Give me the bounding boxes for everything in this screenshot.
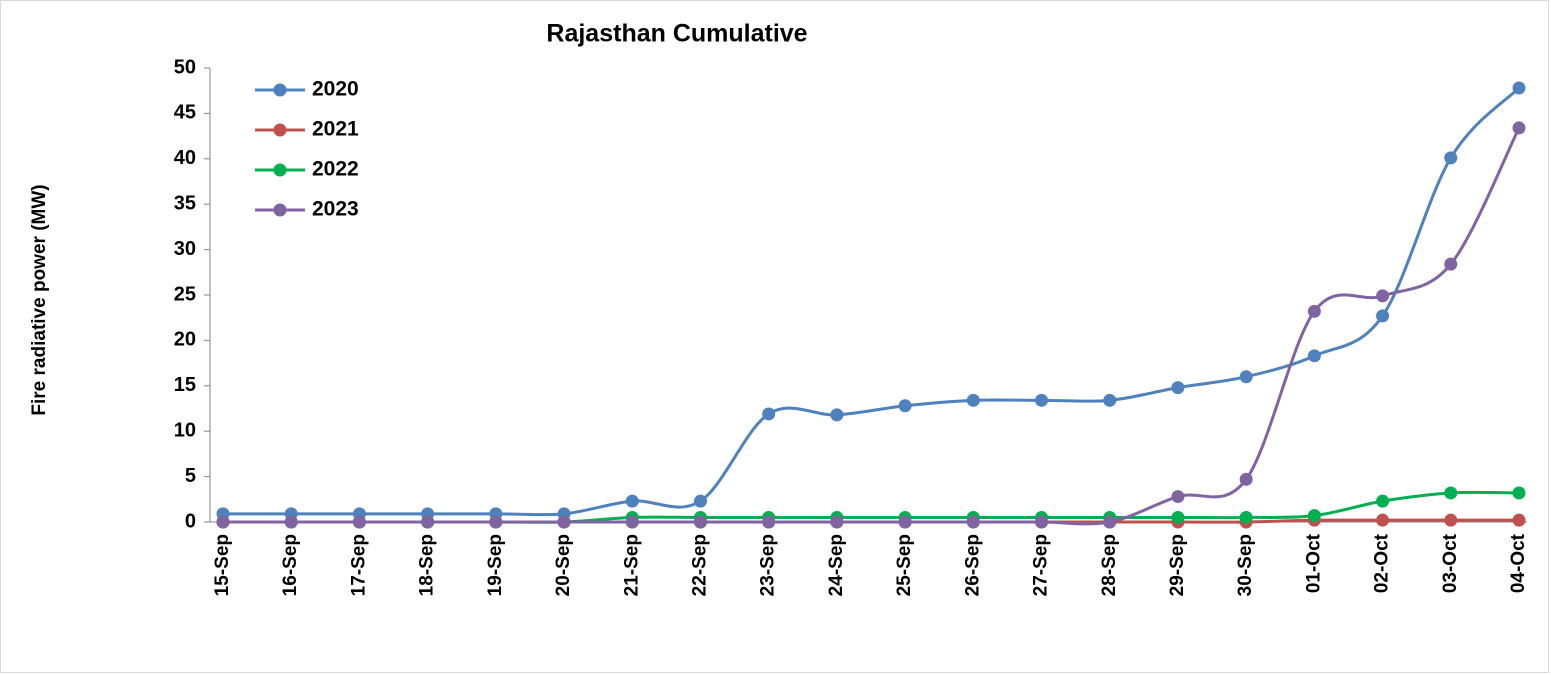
data-point (1171, 510, 1185, 524)
y-tick-label: 10 (174, 419, 196, 441)
data-point (1376, 289, 1390, 303)
data-point (898, 399, 912, 413)
data-point (693, 515, 707, 529)
x-tick-label: 01-Oct (1303, 533, 1324, 593)
data-point (1512, 486, 1526, 500)
legend-label: 2022 (312, 158, 359, 181)
legend-marker (273, 163, 287, 177)
legend-label: 2021 (312, 118, 359, 141)
legend-marker (273, 83, 287, 97)
data-point (1239, 472, 1253, 486)
y-tick-label: 25 (174, 283, 196, 305)
data-point (1512, 121, 1526, 135)
data-point (421, 515, 435, 529)
data-point (762, 407, 776, 421)
data-point (1444, 513, 1458, 527)
data-point (625, 494, 639, 508)
data-point (1512, 81, 1526, 95)
x-tick-label: 25-Sep (894, 534, 915, 596)
x-tick-label: 28-Sep (1099, 534, 1120, 596)
legend-label: 2020 (312, 78, 359, 101)
data-point (1307, 304, 1321, 318)
data-point (1103, 393, 1117, 407)
x-tick-label: 18-Sep (417, 534, 438, 596)
legend-marker (273, 203, 287, 217)
x-tick-label: 23-Sep (758, 534, 779, 596)
chart-title: Rajasthan Cumulative (546, 20, 807, 48)
x-tick-label: 29-Sep (1167, 534, 1188, 596)
y-tick-label: 50 (174, 56, 196, 78)
legend-marker (273, 123, 287, 137)
x-tick-label: 15-Sep (212, 534, 233, 596)
data-point (1035, 515, 1049, 529)
y-tick-label: 35 (174, 192, 196, 214)
x-tick-label: 17-Sep (348, 534, 369, 596)
y-tick-label: 0 (185, 510, 196, 532)
data-point (352, 515, 366, 529)
data-point (1307, 349, 1321, 363)
x-tick-label: 04-Oct (1508, 533, 1529, 593)
data-point (216, 515, 230, 529)
data-point (1103, 515, 1117, 529)
x-tick-label: 19-Sep (485, 534, 506, 596)
x-tick-label: 21-Sep (621, 534, 642, 596)
data-point (1376, 309, 1390, 323)
data-point (966, 393, 980, 407)
y-tick-label: 20 (174, 329, 196, 351)
x-tick-label: 03-Oct (1440, 533, 1461, 593)
x-tick-label: 20-Sep (553, 534, 574, 596)
x-tick-label: 16-Sep (280, 534, 301, 596)
y-tick-label: 15 (174, 374, 196, 396)
data-point (1035, 393, 1049, 407)
data-point (830, 408, 844, 422)
data-point (830, 515, 844, 529)
x-tick-label: 24-Sep (826, 534, 847, 596)
data-point (762, 515, 776, 529)
data-point (1512, 513, 1526, 527)
y-tick-label: 45 (174, 102, 196, 124)
data-point (898, 515, 912, 529)
data-point (1444, 151, 1458, 165)
data-point (1307, 509, 1321, 523)
data-point (1444, 257, 1458, 271)
data-point (1444, 486, 1458, 500)
data-point (284, 515, 298, 529)
y-axis-label: Fire radiative power (MW) (29, 184, 50, 415)
data-point (1171, 381, 1185, 395)
x-tick-label: 27-Sep (1031, 534, 1052, 596)
data-point (693, 494, 707, 508)
data-point (1376, 494, 1390, 508)
x-tick-label: 02-Oct (1372, 533, 1393, 593)
data-point (557, 515, 571, 529)
legend-label: 2023 (312, 198, 359, 221)
x-tick-label: 26-Sep (962, 534, 983, 596)
data-point (1239, 510, 1253, 524)
data-point (1376, 513, 1390, 527)
y-tick-label: 5 (185, 465, 196, 487)
data-point (966, 515, 980, 529)
data-point (625, 515, 639, 529)
y-tick-label: 40 (174, 147, 196, 169)
data-point (489, 515, 503, 529)
y-tick-label: 30 (174, 238, 196, 260)
data-point (1239, 370, 1253, 384)
data-point (1171, 490, 1185, 504)
x-tick-label: 30-Sep (1235, 534, 1256, 596)
x-tick-label: 22-Sep (689, 534, 710, 596)
series-line (223, 86, 1521, 517)
